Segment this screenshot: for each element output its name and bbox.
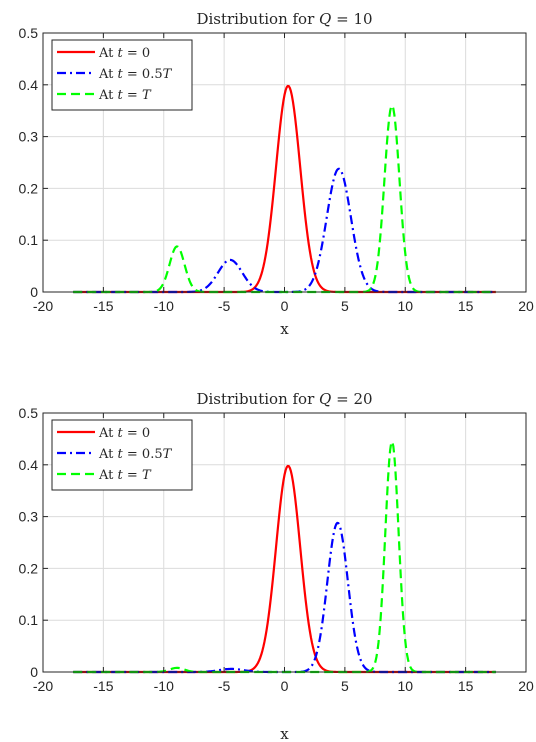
legend: At t = 0 At t = 0.5T At t = T bbox=[51, 39, 193, 111]
x-tick-label: 15 bbox=[458, 678, 474, 694]
legend: At t = 0 At t = 0.5T At t = T bbox=[51, 419, 193, 491]
x-tick-label: -10 bbox=[154, 298, 174, 314]
y-tick-label: 0.2 bbox=[19, 560, 39, 576]
chart-title: Distribution for Q = 10 bbox=[196, 10, 372, 28]
x-tick-label: 5 bbox=[341, 298, 349, 314]
y-tick-label: 0 bbox=[30, 664, 38, 680]
y-tick-label: 0.3 bbox=[19, 129, 39, 145]
y-tick-label: 0.1 bbox=[19, 612, 39, 628]
x-tick-label: -15 bbox=[93, 298, 113, 314]
y-tick-label: 0.5 bbox=[19, 25, 39, 41]
x-tick-label: 10 bbox=[397, 298, 413, 314]
x-tick-label: 20 bbox=[518, 298, 534, 314]
x-tick-label: -5 bbox=[218, 298, 231, 314]
x-tick-label: 20 bbox=[518, 678, 534, 694]
x-tick-label: 5 bbox=[341, 678, 349, 694]
y-tick-label: 0.5 bbox=[19, 405, 39, 421]
legend-label-2: At t = T bbox=[98, 468, 152, 483]
x-tick-label: 10 bbox=[397, 678, 413, 694]
legend-label-0: At t = 0 bbox=[98, 46, 150, 61]
legend-label-0: At t = 0 bbox=[98, 426, 150, 441]
x-tick-label: -10 bbox=[154, 678, 174, 694]
legend-label-1: At t = 0.5T bbox=[98, 67, 173, 82]
legend-label-2: At t = T bbox=[98, 88, 152, 103]
legend-label-1: At t = 0.5T bbox=[98, 447, 173, 462]
chart-panel-q20: -20 -15 -10 -5 0 5 10 15 20 0 0.1 0.2 0.3 0.4 0.5 Distr… bbox=[19, 390, 534, 742]
y-tick-label: 0.2 bbox=[19, 180, 39, 196]
chart-panel-q10: -20 -15 -10 -5 0 5 10 15 20 0 0.1 0.2 0.3 0.4 0.5 Distr… bbox=[19, 10, 534, 338]
x-tick-label: -20 bbox=[33, 298, 53, 314]
x-tick-label: -15 bbox=[93, 678, 113, 694]
chart-title: Distribution for Q = 20 bbox=[196, 390, 372, 408]
x-tick-label: 0 bbox=[281, 298, 289, 314]
x-tick-label: -5 bbox=[218, 678, 231, 694]
x-axis-label: x bbox=[280, 725, 289, 742]
x-tick-label: 15 bbox=[458, 298, 474, 314]
x-axis-label: x bbox=[280, 320, 289, 338]
x-tick-label: -20 bbox=[33, 678, 53, 694]
y-tick-label: 0 bbox=[30, 284, 38, 300]
y-tick-label: 0.4 bbox=[19, 77, 39, 93]
y-tick-label: 0.3 bbox=[19, 509, 39, 525]
x-tick-label: 0 bbox=[281, 678, 289, 694]
y-tick-label: 0.1 bbox=[19, 232, 39, 248]
y-tick-label: 0.4 bbox=[19, 457, 39, 473]
